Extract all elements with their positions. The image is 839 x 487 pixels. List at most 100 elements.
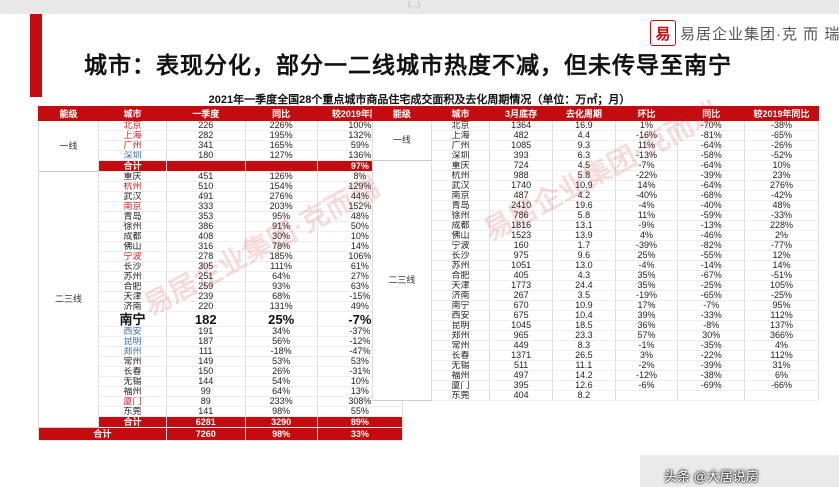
mom-change: -4% [614, 260, 679, 271]
mom-change: 11% [614, 210, 679, 221]
q1-volume: 491 [165, 191, 246, 202]
yoy-change: -46% [677, 230, 746, 241]
stock-end-march: 1051 [489, 260, 553, 271]
sell-through-cycle: 10.9 [552, 300, 616, 311]
vs-2019-change: -26% [744, 140, 819, 151]
mom-change: 57% [614, 330, 679, 341]
top-strip-mark: (...) [408, 0, 420, 9]
table-row: 福州 497 14.2 -12% -38% 6% [373, 370, 819, 381]
q1-volume: 180 [165, 150, 246, 161]
city-name: 广州 [430, 140, 491, 151]
stock-end-march: 1085 [489, 140, 553, 151]
table-row: 长沙 975 9.6 25% -55% 12% [373, 250, 819, 261]
table-row: 徐州 386 91% 50% [39, 221, 404, 232]
table-row: 杭州 510 154% 129% [39, 181, 404, 192]
mom-change: 36% [614, 320, 679, 331]
table-row: 合肥 405 4.3 35% -67% -51% [373, 270, 819, 281]
yoy-change: -18% [244, 346, 318, 357]
q1-volume: 144 [165, 376, 246, 387]
yoy-change: 56% [244, 336, 318, 347]
table-row: 无锡 511 11.1 -2% -39% 31% [373, 360, 819, 371]
column-header: 同比 [677, 106, 746, 121]
yoy-change: -69% [677, 380, 746, 391]
stock-end-march: 405 [489, 270, 553, 281]
city-name: 杭州 [430, 170, 491, 181]
column-header: 环比 [614, 106, 679, 121]
yoy-change: 30% [244, 231, 318, 242]
city-name: 厦门 [98, 396, 167, 407]
mom-change: 11% [614, 140, 679, 151]
mom-change: -13% [614, 150, 679, 161]
city-name: 北京 [98, 120, 167, 131]
q1-volume: 111 [165, 346, 246, 357]
tier-label: 二三线 [37, 171, 100, 428]
mom-change: -40% [614, 190, 679, 201]
table-row: 苏州 1051 13.0 -4% -14% 14% [373, 260, 819, 271]
stock-end-march: 482 [489, 130, 553, 141]
mom-change: -19% [614, 290, 679, 301]
q1-volume: 141 [165, 406, 246, 417]
top-strip: (...) [0, 0, 839, 14]
city-name: 佛山 [98, 241, 167, 252]
yoy-change: -14% [677, 260, 746, 271]
yoy-change: 111% [244, 261, 318, 272]
yoy-change: -81% [677, 130, 746, 141]
table-row: 南京 487 4.2 -40% -68% -42% [373, 190, 819, 201]
q1-volume: 150 [165, 366, 246, 377]
table-row: 二三线 重庆 724 4.5 -7% -64% 10% [372, 160, 819, 401]
city-name: 南京 [98, 201, 167, 212]
mom-change [614, 390, 679, 401]
yoy-change: -70% [677, 120, 746, 131]
mom-change: -6% [614, 380, 679, 391]
vs-2019-change: -77% [744, 240, 819, 251]
yoy-change: -64% [677, 180, 746, 191]
table-row: 青岛 2410 19.6 -4% -40% 48% [373, 200, 819, 211]
table-title: 2021年一季度全国28个重点城市商品住宅成交面积及去化周期情况（单位：万㎡；月… [208, 94, 631, 106]
q1-volume: 149 [165, 356, 246, 367]
city-name: 西安 [430, 310, 491, 321]
table-row: 杭州 988 5.8 -22% -39% 23% [373, 170, 819, 181]
stock-end-march: 675 [489, 310, 553, 321]
yoy-change: -59% [677, 210, 746, 221]
yoy-change: -64% [677, 140, 746, 151]
city-name: 南宁 [98, 311, 167, 327]
vs-2019-change: -42% [744, 190, 819, 201]
column-header: 能级 [372, 106, 432, 121]
table-row: 上海 482 4.4 -16% -81% -65% [373, 130, 819, 141]
sell-through-cycle: 23.3 [552, 330, 616, 341]
q1-volume: 259 [165, 281, 246, 292]
table-row: 成都 1816 13.1 -9% -13% 228% [373, 220, 819, 231]
city-name: 郑州 [430, 330, 491, 341]
vs-2019-change: -33% [744, 210, 819, 221]
subtotal-yoy: 3290 [244, 416, 318, 428]
q1-volume: 187 [165, 336, 246, 347]
mom-change: 4% [614, 230, 679, 241]
city-name: 成都 [430, 220, 491, 231]
stock-end-march: 1740 [489, 180, 553, 191]
stock-end-march: 449 [489, 340, 553, 351]
sell-through-cycle: 5.8 [552, 170, 616, 181]
vs-2019-change: 112% [744, 350, 819, 361]
inventory-header-row: 能级 城市 3月底存 去化周期 环比 同比 较2019年同比 [372, 106, 819, 121]
yoy-change: -40% [677, 200, 746, 211]
table-row: 武汉 1740 10.9 14% -64% 276% [373, 180, 819, 191]
q1-volume: 99 [165, 386, 246, 397]
yoy-change: 154% [244, 181, 318, 192]
table-row: 成都 408 30% 10% [39, 231, 404, 242]
yoy-change: 98% [244, 406, 318, 417]
mom-change: 14% [614, 180, 679, 191]
mom-change: 39% [614, 310, 679, 321]
mom-change: -1% [614, 340, 679, 351]
vs-2019-change: -25% [744, 290, 819, 301]
yoy-change: -39% [677, 170, 746, 181]
city-name: 上海 [98, 130, 167, 141]
yoy-change: 54% [244, 376, 318, 387]
vs-2019-change: 137% [744, 320, 819, 331]
city-name: 厦门 [430, 380, 491, 391]
q1-volume: 89 [165, 396, 246, 407]
stock-end-march: 1371 [489, 350, 553, 361]
city-name: 苏州 [98, 271, 167, 282]
mom-change: 25% [614, 250, 679, 261]
table-row: 西安 675 10.4 39% -33% 112% [373, 310, 819, 321]
city-name: 重庆 [430, 160, 491, 171]
